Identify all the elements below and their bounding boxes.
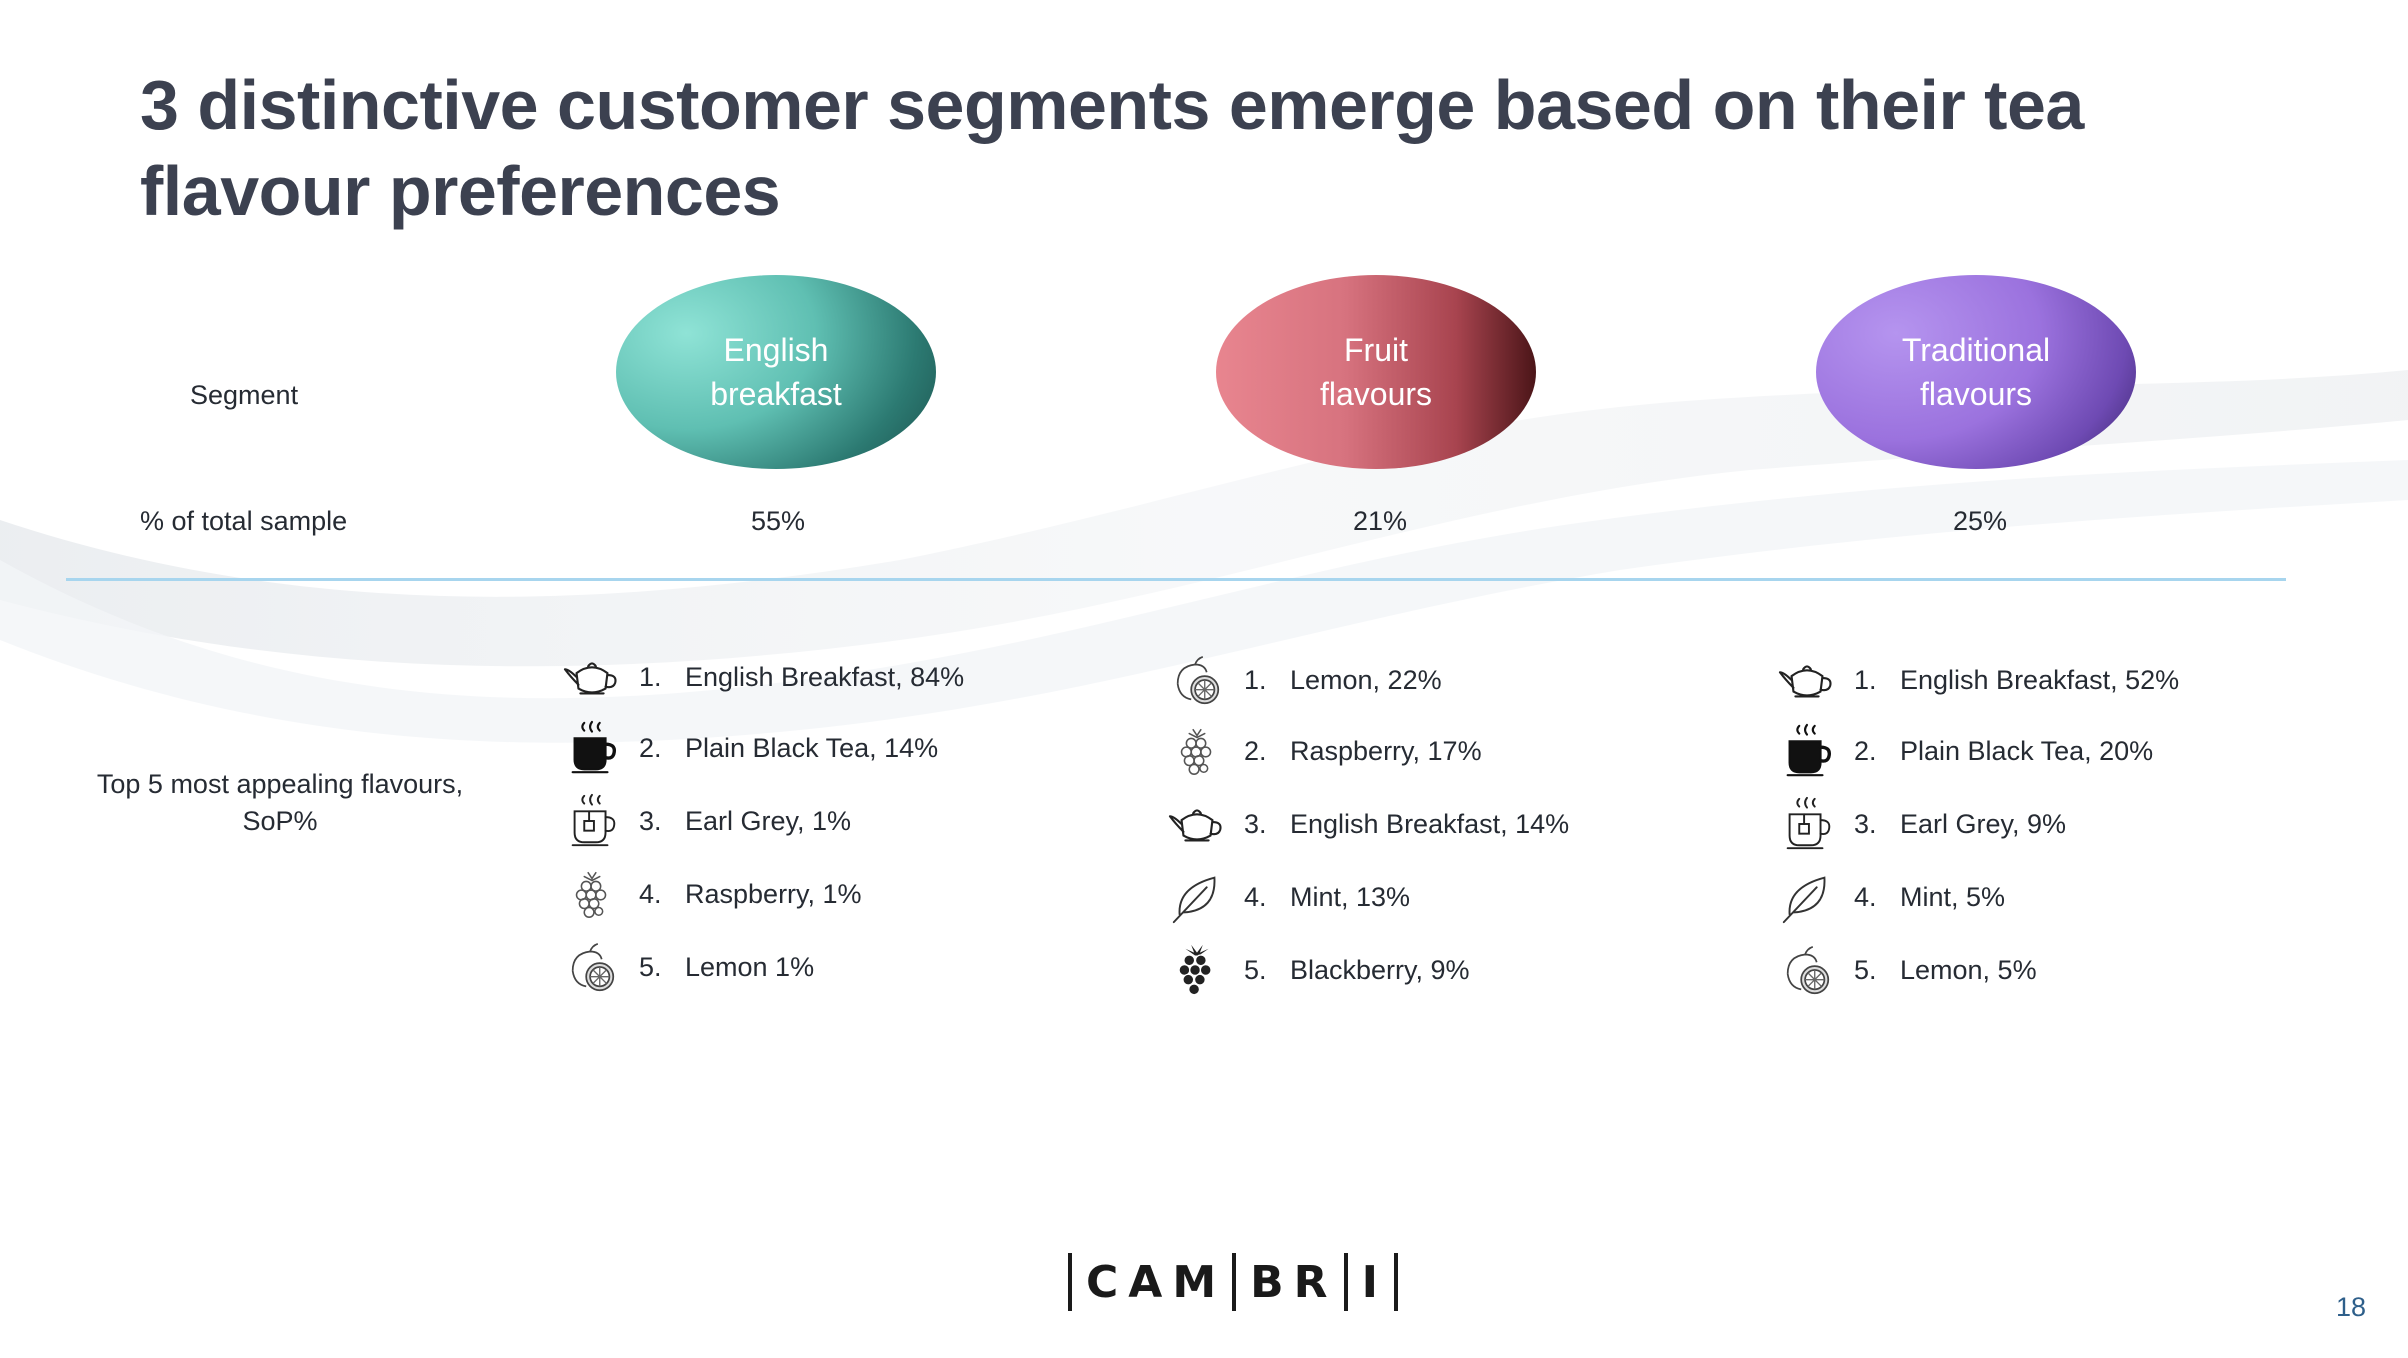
- logo-part: I: [1361, 1256, 1388, 1308]
- flavour-item: 3. Earl Grey, 1%: [555, 791, 851, 851]
- black-tea-cup-icon: [1770, 721, 1844, 781]
- segment-pct-traditional-flavours: 25%: [1952, 506, 2008, 536]
- cambri-logo: CAM BR I: [1068, 1252, 1398, 1312]
- flavour-item: 2. Raspberry, 17%: [1160, 721, 1482, 781]
- flavour-text: Lemon, 22%: [1290, 664, 1442, 695]
- flavour-rank: 5.: [1244, 954, 1267, 985]
- logo-bar: [1068, 1253, 1072, 1311]
- flavour-item: 5. Lemon 1%: [555, 937, 814, 997]
- flavour-rank: 2.: [1244, 735, 1267, 766]
- divider-line: [66, 578, 2286, 581]
- flavour-item: 4. Mint, 13%: [1160, 867, 1410, 927]
- logo-part: CAM: [1086, 1256, 1227, 1308]
- flavour-item: 1. Lemon, 22%: [1160, 650, 1442, 710]
- flavour-text: Raspberry, 17%: [1290, 735, 1482, 766]
- flavour-item: 5. Lemon, 5%: [1770, 940, 2037, 1000]
- flavour-text: Mint, 13%: [1290, 881, 1411, 912]
- flavour-text: Plain Black Tea, 14%: [685, 732, 939, 763]
- flavour-rank: 5.: [639, 951, 662, 982]
- lemon-icon: [1160, 650, 1234, 710]
- flavour-item: 2. Plain Black Tea, 20%: [1770, 721, 2153, 781]
- flavour-text: English Breakfast, 14%: [1290, 808, 1570, 839]
- flavour-item: 4. Raspberry, 1%: [555, 864, 862, 924]
- flavour-item: 4. Mint, 5%: [1770, 867, 2005, 927]
- flavour-item: 2. Plain Black Tea, 14%: [555, 718, 938, 778]
- segment-oval-english-breakfast: English breakfast: [616, 275, 936, 469]
- black-tea-cup-icon: [555, 718, 629, 778]
- flavour-text: Plain Black Tea, 20%: [1900, 735, 2154, 766]
- flavour-rank: 4.: [639, 878, 662, 909]
- raspberry-icon: [555, 864, 629, 924]
- flavour-rank: 3.: [1244, 808, 1267, 839]
- pct-sample-row-label: % of total sample: [140, 506, 348, 536]
- flavour-text: Lemon 1%: [685, 951, 815, 982]
- segment-name-line1: Fruit: [1344, 332, 1408, 368]
- flavour-text: Earl Grey, 1%: [685, 805, 852, 836]
- flavour-text: English Breakfast, 52%: [1900, 664, 2180, 695]
- flavour-rank: 1.: [1244, 664, 1267, 695]
- segment-name-line2: flavours: [1919, 376, 2033, 412]
- blackberry-icon: [1160, 940, 1234, 1000]
- tea-cup-icon: [555, 791, 629, 851]
- segment-pct-english-breakfast: 55%: [750, 506, 806, 536]
- flavour-rank: 5.: [1854, 954, 1877, 985]
- flavour-text: Lemon, 5%: [1900, 954, 2037, 985]
- flavour-item: 3. English Breakfast, 14%: [1160, 794, 1569, 854]
- flavour-rank: 4.: [1854, 881, 1877, 912]
- segment-name-line1: Traditional: [1901, 332, 2051, 368]
- flavour-rank: 1.: [1854, 664, 1877, 695]
- mint-leaf-icon: [1770, 867, 1844, 927]
- flavour-text: Raspberry, 1%: [685, 878, 862, 909]
- top5-row-label: Top 5 most appealing flavours, SoP%: [96, 769, 464, 836]
- flavour-text: Earl Grey, 9%: [1900, 808, 2067, 839]
- teapot-icon: [1160, 794, 1234, 854]
- flavour-rank: 3.: [639, 805, 662, 836]
- flavour-item: 5. Blackberry, 9%: [1160, 940, 1470, 1000]
- flavour-text: English Breakfast, 84%: [685, 661, 965, 692]
- page-number: 18: [2336, 1292, 2367, 1322]
- segment-row-label: Segment: [190, 380, 299, 410]
- flavour-rank: 3.: [1854, 808, 1877, 839]
- slide-title: 3 distinctive customer segments emerge b…: [140, 66, 2084, 230]
- flavour-item: 3. Earl Grey, 9%: [1770, 794, 2066, 854]
- logo-bar: [1232, 1253, 1237, 1311]
- flavour-text: Mint, 5%: [1900, 881, 2006, 912]
- flavour-rank: 4.: [1244, 881, 1267, 912]
- flavour-rank: 2.: [639, 732, 662, 763]
- segment-oval-fruit-flavours: Fruit flavours: [1216, 275, 1536, 469]
- logo-part: BR: [1250, 1256, 1338, 1308]
- teapot-icon: [1770, 650, 1844, 710]
- segment-pct-fruit-flavours: 21%: [1352, 506, 1408, 536]
- teapot-icon: [555, 647, 629, 707]
- lemon-icon: [555, 937, 629, 997]
- flavour-rank: 1.: [639, 661, 662, 692]
- mint-leaf-icon: [1160, 867, 1234, 927]
- segment-name-line2: flavours: [1319, 376, 1433, 412]
- flavour-item: 1. English Breakfast, 52%: [1770, 650, 2179, 710]
- lemon-icon: [1770, 940, 1844, 1000]
- flavour-item: 1. English Breakfast, 84%: [555, 647, 964, 707]
- logo-bar: [1343, 1253, 1348, 1311]
- raspberry-icon: [1160, 721, 1234, 781]
- segment-name-line1: English: [723, 332, 829, 368]
- flavour-text: Blackberry, 9%: [1290, 954, 1470, 985]
- segment-name-line2: breakfast: [710, 376, 842, 412]
- logo-bar: [1393, 1253, 1398, 1311]
- tea-cup-icon: [1770, 794, 1844, 854]
- segment-oval-traditional-flavours: Traditional flavours: [1816, 275, 2136, 469]
- flavour-rank: 2.: [1854, 735, 1877, 766]
